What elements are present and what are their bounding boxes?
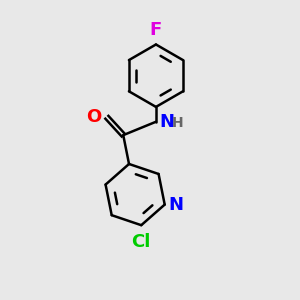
Text: N: N — [168, 196, 183, 214]
Text: F: F — [150, 21, 162, 39]
Text: N: N — [159, 113, 174, 131]
Text: H: H — [171, 116, 183, 130]
Text: Cl: Cl — [132, 232, 151, 250]
Text: O: O — [86, 108, 102, 126]
